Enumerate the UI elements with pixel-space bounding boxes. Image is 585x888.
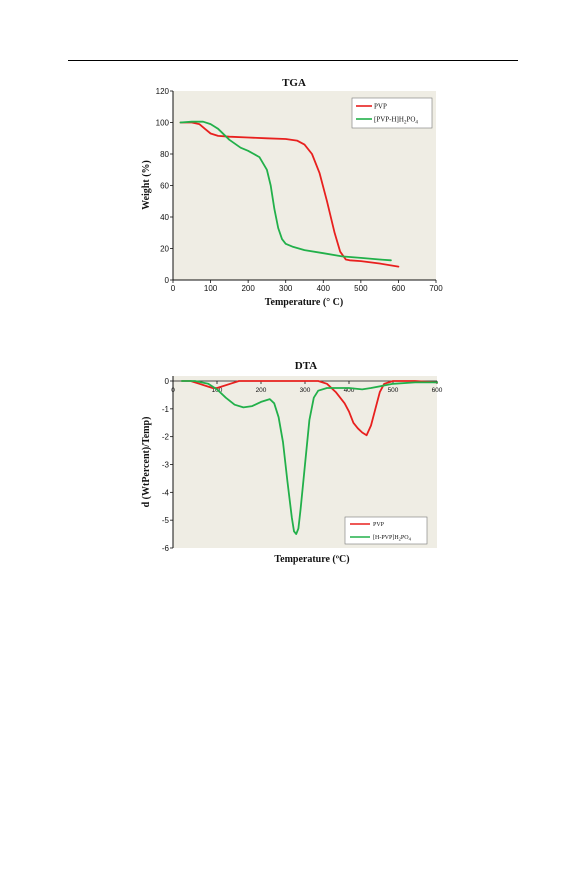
tga-y-tick-label: 40	[160, 213, 169, 222]
dta-legend-box	[344, 516, 428, 545]
dta-legend-label-h-pvp-main: [H-PVP]H	[373, 535, 399, 541]
dta-x-axis-label: Temperature (ºC)	[274, 554, 349, 565]
tga-y-axis-label: Weight (%)	[141, 160, 152, 210]
dta-y-tick-label: -4	[162, 488, 170, 497]
dta-y-tick-label: -5	[162, 516, 170, 525]
tga-legend-label-pvp-h: [PVP-H]H2PO4	[374, 116, 418, 126]
dta-x-tick-label: 400	[344, 387, 355, 394]
dta-x-tick-label: 300	[300, 387, 311, 394]
dta-legend-label-h-pvp-sub1: 2	[399, 537, 401, 542]
dta-x-tick-label: 0	[171, 387, 175, 394]
tga-x-tick-label: 500	[354, 284, 368, 293]
tga-x-tick-label: 600	[392, 284, 406, 293]
tga-series-line-0	[179, 121, 400, 268]
tga-x-tick-label: 0	[171, 284, 176, 293]
tga-x-tick-label: 700	[429, 284, 443, 293]
tga-y-tick-label: 80	[160, 150, 169, 159]
dta-y-tick-label: -3	[162, 461, 170, 470]
dta-y-axis-label: d (WtPercent)/Temp)	[141, 417, 152, 508]
tga-y-tick-label: 60	[160, 182, 169, 191]
dta-x-tick-label: 600	[432, 387, 443, 394]
dta-legend: PVP [H-PVP]H2PO4	[344, 516, 428, 545]
tga-x-tick-label: 300	[279, 284, 293, 293]
tga-y-tick-label: 120	[156, 87, 170, 96]
dta-y-ticks: 0 -1 -2 -3 -4 -5 -6	[162, 377, 173, 553]
tga-y-tick-label: 0	[165, 276, 170, 285]
tga-legend-label-pvp-h-mid: PO	[406, 116, 415, 124]
tga-series-group	[179, 120, 400, 268]
tga-legend-box	[351, 97, 433, 129]
dta-title: DTA	[295, 360, 317, 372]
tga-y-tick-label: 20	[160, 245, 169, 254]
tga-legend-label-pvp-h-sub1: 2	[404, 121, 407, 126]
tga-y-tick-label: 100	[156, 119, 170, 128]
tga-y-ticks: 0 20 40 60 80 100 120	[156, 87, 173, 285]
page-header-rule	[68, 60, 518, 61]
dta-legend-label-h-pvp-mid: PO	[401, 535, 409, 541]
dta-y-tick-label: 0	[165, 377, 170, 386]
dta-x-tick-label: 500	[388, 387, 399, 394]
dta-y-tick-label: -6	[162, 544, 170, 553]
dta-series-line-1	[180, 380, 438, 535]
dta-y-tick-label: -1	[162, 405, 170, 414]
tga-series-line-1	[179, 120, 392, 262]
tga-legend-label-pvp-h-sub2: 4	[415, 121, 418, 126]
tga-x-axis-label: Temperature (° C)	[265, 297, 343, 308]
tga-title: TGA	[282, 77, 306, 89]
tga-x-tick-label: 400	[317, 284, 331, 293]
dta-x-tick-label: 200	[256, 387, 267, 394]
dta-legend-label-h-pvp: [H-PVP]H2PO4	[373, 535, 412, 542]
tga-x-tick-label: 100	[204, 284, 218, 293]
tga-x-ticks: 0 100 200 300 400 500 600 700	[171, 280, 443, 293]
tga-legend-label-pvp-h-main: [PVP-H]H	[374, 116, 404, 124]
dta-chart: DTA 0 100 200 300 400 500 600 0-1-2-3-4-5-6 Te…	[141, 360, 443, 565]
dta-legend-label-pvp: PVP	[373, 522, 385, 528]
dta-series-group	[180, 380, 438, 535]
tga-legend: PVP [PVP-H]H2PO4	[351, 97, 433, 129]
dta-legend-label-h-pvp-sub2: 4	[409, 537, 412, 542]
dta-y-tick-label: -2	[162, 433, 170, 442]
tga-x-tick-label: 200	[241, 284, 255, 293]
tga-chart: TGA 0 100 200 300 400 500 600 700 0 20 40 60 80 100 1…	[141, 77, 443, 308]
tga-legend-label-pvp: PVP	[374, 103, 387, 111]
